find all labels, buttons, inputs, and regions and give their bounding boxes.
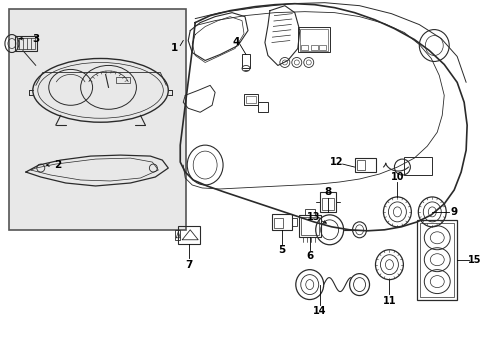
Text: 7: 7 — [185, 260, 192, 270]
Bar — [297, 27, 329, 53]
Text: 10: 10 — [390, 172, 403, 182]
Bar — [116, 77, 130, 84]
Text: 13: 13 — [306, 212, 320, 222]
Text: 2: 2 — [54, 160, 61, 170]
Bar — [416, 220, 456, 300]
Text: 11: 11 — [382, 296, 395, 306]
Text: 15: 15 — [468, 255, 481, 265]
Bar — [271, 214, 291, 230]
Bar — [244, 94, 258, 105]
Bar — [178, 226, 200, 244]
Text: 9: 9 — [450, 207, 457, 217]
Bar — [356, 160, 364, 170]
Bar — [17, 37, 35, 49]
Bar — [319, 192, 335, 212]
Bar — [318, 45, 325, 50]
Text: 5: 5 — [278, 245, 285, 255]
Text: 8: 8 — [324, 187, 331, 197]
Bar — [9, 9, 186, 230]
Bar — [354, 158, 376, 172]
Bar — [258, 102, 267, 112]
Bar — [321, 198, 333, 210]
Bar — [420, 223, 453, 297]
Bar — [300, 217, 318, 235]
Text: 4: 4 — [232, 36, 239, 46]
Bar — [298, 215, 320, 237]
Bar — [404, 157, 431, 175]
Bar — [291, 218, 296, 226]
Bar — [273, 218, 282, 228]
Bar — [175, 230, 180, 240]
Bar — [15, 36, 37, 50]
Bar — [299, 28, 327, 50]
Text: 6: 6 — [305, 251, 313, 261]
Bar — [304, 209, 314, 215]
Bar — [245, 96, 255, 103]
Bar — [242, 54, 249, 68]
Bar — [300, 45, 307, 50]
Text: 3: 3 — [32, 33, 40, 44]
Text: 14: 14 — [312, 306, 326, 316]
Text: 12: 12 — [329, 157, 343, 167]
Bar — [310, 45, 317, 50]
Text: 1: 1 — [171, 42, 178, 53]
